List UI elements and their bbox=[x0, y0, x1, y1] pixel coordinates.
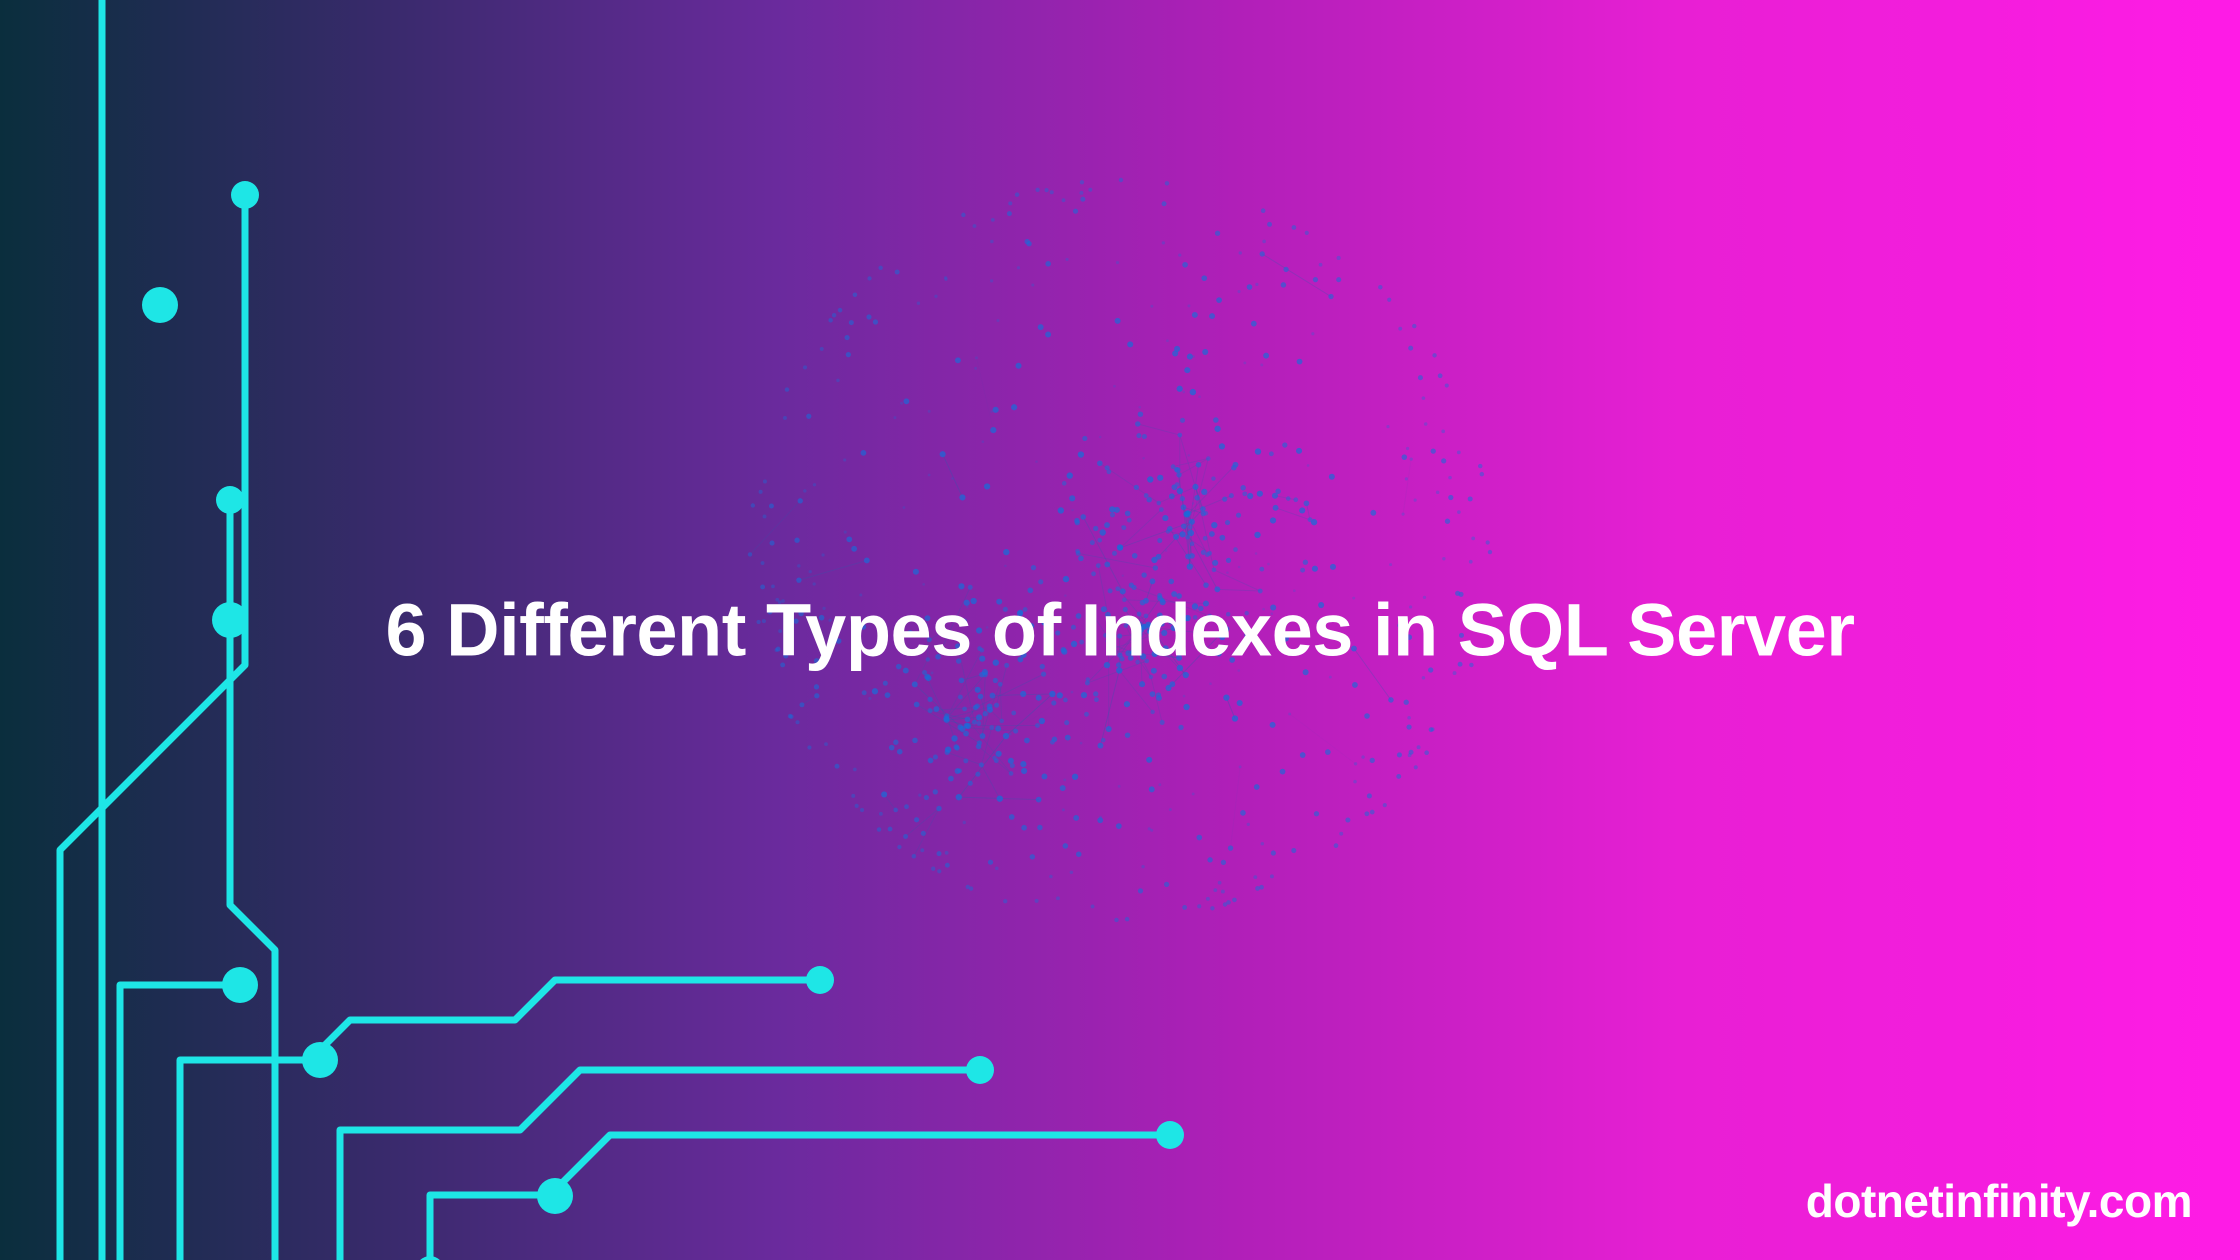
site-watermark: dotnetinfinity.com bbox=[1806, 1174, 2192, 1228]
tech-banner: 6 Different Types of Indexes in SQL Serv… bbox=[0, 0, 2240, 1260]
banner-title: 6 Different Types of Indexes in SQL Serv… bbox=[385, 588, 1854, 673]
